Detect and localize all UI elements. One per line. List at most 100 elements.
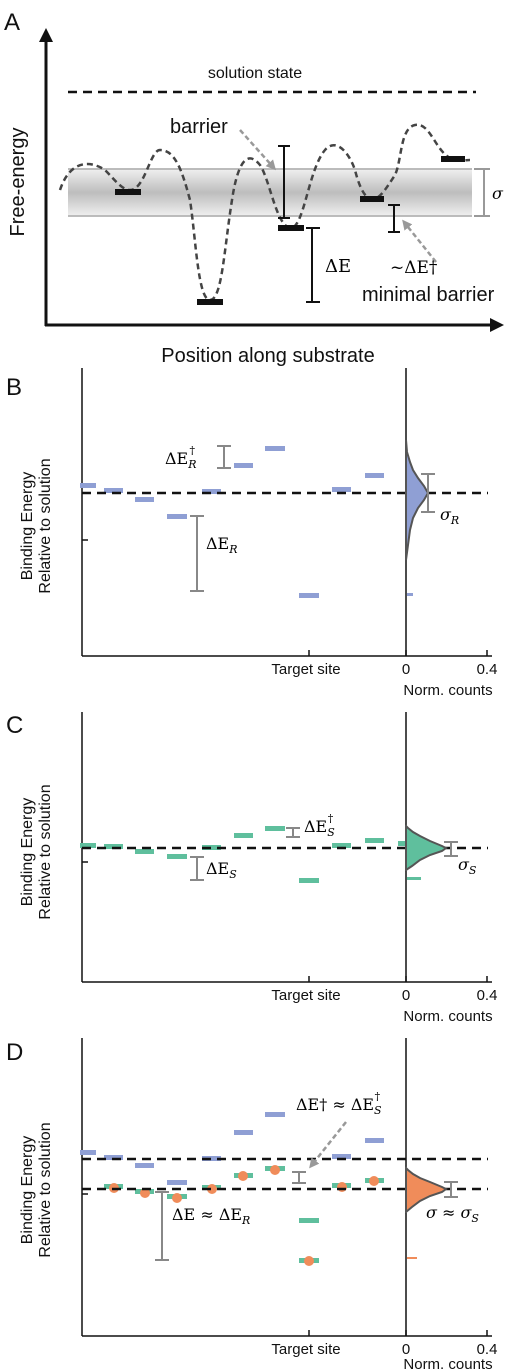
panel-d-y-label-line1: Binding Energy bbox=[19, 1136, 36, 1245]
energy-landscape-curve bbox=[58, 123, 471, 302]
panel-d: D Binding Energy Relative to solution bbox=[6, 1038, 497, 1371]
panel-d-hist-outlier bbox=[407, 1257, 417, 1259]
sigma-bracket bbox=[474, 168, 490, 217]
panel-c-hist-tick-max-label: 0.4 bbox=[477, 987, 498, 1004]
panel-c-barrier-bracket bbox=[286, 827, 300, 838]
delta-e-label: ΔE bbox=[325, 256, 351, 277]
data-point bbox=[304, 1256, 314, 1266]
panel-a-y-axis-label: Free-energy bbox=[7, 128, 29, 237]
minimum-marker bbox=[197, 299, 223, 305]
panel-d-hist-axis-label: Norm. counts bbox=[403, 1356, 492, 1371]
site-level bbox=[104, 1155, 123, 1160]
site-level bbox=[202, 489, 221, 494]
panel-d-sigma-bracket bbox=[444, 1181, 458, 1198]
panel-d-hist-tick-max-label: 0.4 bbox=[477, 1341, 498, 1358]
site-level bbox=[299, 593, 319, 598]
panel-d-r-levels bbox=[80, 1112, 384, 1185]
panel-d-target-site-label: Target site bbox=[271, 1341, 340, 1358]
site-level bbox=[104, 488, 123, 493]
site-level bbox=[80, 483, 96, 488]
site-level bbox=[365, 473, 384, 478]
panel-d-barrier-bracket bbox=[292, 1171, 306, 1184]
panel-d-depth-annotation: ΔE ≈ ΔER bbox=[172, 1205, 250, 1227]
panel-d-sigma-annotation: σ ≈ σS bbox=[426, 1203, 479, 1225]
panel-b: B Binding Energy Relative to solution bbox=[6, 368, 497, 699]
data-point bbox=[337, 1182, 347, 1192]
panel-a-letter: A bbox=[4, 9, 20, 36]
panel-c-y-label-line2: Relative to solution bbox=[37, 784, 54, 919]
panel-b-target-site-label: Target site bbox=[271, 661, 340, 678]
site-level bbox=[299, 1218, 319, 1223]
panel-c-site-levels bbox=[80, 826, 421, 883]
panel-a: A Free-energy Position along substrate s… bbox=[4, 9, 504, 367]
panel-c-target-site-label: Target site bbox=[271, 987, 340, 1004]
minimal-barrier-label: minimal barrier bbox=[362, 284, 495, 306]
data-point bbox=[172, 1193, 182, 1203]
site-level bbox=[265, 446, 285, 451]
barrier-arrow bbox=[239, 129, 277, 171]
minimal-barrier-bracket bbox=[388, 204, 400, 233]
panel-b-depth-bracket bbox=[190, 515, 204, 592]
site-level bbox=[135, 1163, 154, 1168]
panel-b-histogram bbox=[405, 439, 430, 561]
data-point bbox=[140, 1188, 150, 1198]
approx-barrier-label: ~ΔE† bbox=[390, 258, 438, 278]
panel-b-depth-annotation: ΔER bbox=[206, 534, 238, 556]
site-level bbox=[80, 1150, 96, 1155]
panel-b-hist-tick-0-label: 0 bbox=[402, 661, 410, 678]
panel-d-histogram bbox=[405, 1165, 448, 1215]
panel-c-hist-axis-label: Norm. counts bbox=[403, 1008, 492, 1025]
site-level bbox=[104, 844, 123, 849]
sigma-label: σ bbox=[492, 184, 504, 203]
panel-c-depth-bracket bbox=[190, 856, 204, 881]
site-level bbox=[299, 878, 319, 883]
minimal-barrier-arrow bbox=[402, 219, 437, 263]
minimum-marker bbox=[360, 196, 384, 202]
panel-c-histogram bbox=[405, 823, 448, 872]
panel-d-depth-bracket bbox=[155, 1191, 169, 1261]
panel-b-y-label-line1: Binding Energy bbox=[19, 472, 36, 581]
panel-b-letter: B bbox=[6, 374, 22, 401]
site-level bbox=[234, 463, 253, 468]
panel-c-sigma-bracket bbox=[444, 841, 458, 857]
site-level bbox=[265, 1112, 285, 1117]
site-level bbox=[365, 838, 384, 843]
panel-d-y-label-line2: Relative to solution bbox=[37, 1122, 54, 1257]
site-level bbox=[398, 841, 406, 846]
panel-b-barrier-annotation: ΔER† bbox=[165, 444, 197, 471]
minimum-marker bbox=[115, 189, 141, 195]
site-level bbox=[234, 1130, 253, 1135]
site-level bbox=[265, 826, 285, 831]
panel-d-barrier-arrow bbox=[309, 1121, 347, 1169]
panel-c-hist-tick-0-label: 0 bbox=[402, 987, 410, 1004]
minimum-marker bbox=[278, 225, 304, 231]
site-level bbox=[202, 1156, 221, 1161]
solution-state-label: solution state bbox=[208, 65, 302, 82]
data-point bbox=[238, 1171, 248, 1181]
site-level bbox=[167, 854, 187, 859]
site-level bbox=[332, 1154, 351, 1159]
site-level bbox=[135, 849, 154, 854]
panel-b-hist-axis-label: Norm. counts bbox=[403, 682, 492, 699]
site-level bbox=[234, 833, 253, 838]
site-level bbox=[407, 593, 413, 596]
panel-a-x-axis-label: Position along substrate bbox=[161, 345, 374, 367]
panel-d-letter: D bbox=[6, 1039, 23, 1066]
panel-d-barrier-annotation: ΔE† ≈ ΔES† bbox=[296, 1090, 382, 1117]
barrier-label: barrier bbox=[170, 116, 228, 138]
minimum-marker bbox=[441, 156, 465, 162]
panel-c-sigma-annotation: σS bbox=[458, 855, 477, 877]
site-level bbox=[332, 843, 351, 848]
panel-c-barrier-annotation: ΔES† bbox=[304, 812, 335, 839]
panel-b-site-levels bbox=[80, 446, 413, 598]
panel-b-y-label-line2: Relative to solution bbox=[37, 458, 54, 593]
barrier-bracket bbox=[278, 145, 290, 219]
site-level bbox=[135, 497, 154, 502]
panel-b-barrier-bracket bbox=[217, 445, 231, 469]
panel-c: C Binding Energy Relative to solution bbox=[6, 712, 497, 1025]
site-level bbox=[332, 487, 351, 492]
panel-b-hist-tick-max-label: 0.4 bbox=[477, 661, 498, 678]
site-level bbox=[202, 845, 221, 850]
panel-b-sigma-bracket bbox=[421, 473, 435, 513]
